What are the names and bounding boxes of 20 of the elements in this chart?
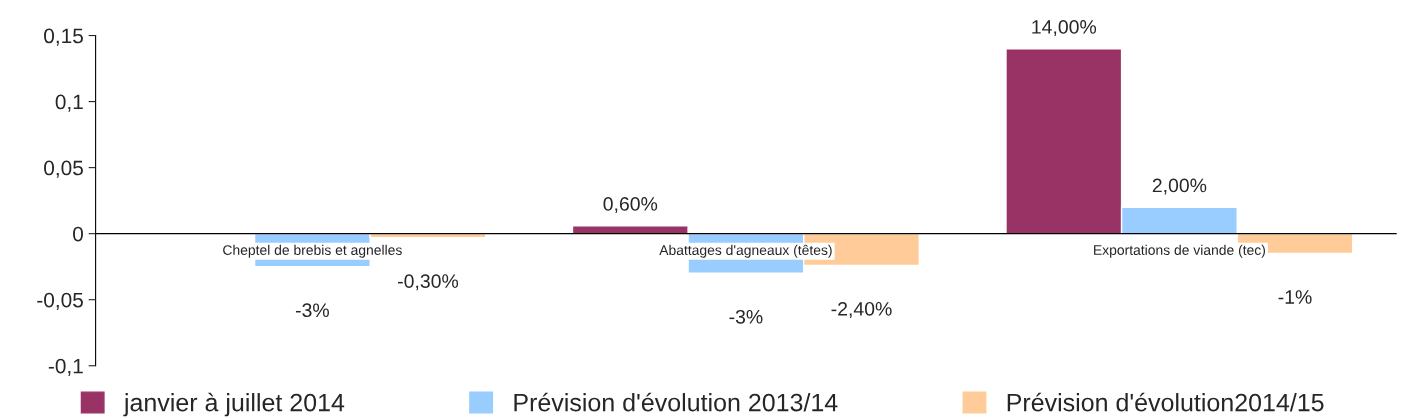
data-label: 2,00% (1152, 178, 1207, 195)
x-tick-label: Abattages d'agneaux (têtes) (659, 244, 832, 258)
y-tick-label: 0 (73, 226, 83, 242)
y-tick-label: 0,15 (44, 28, 83, 46)
data-label: -2,40% (831, 301, 892, 319)
y-tick-label: -0,1 (48, 358, 83, 376)
x-tick-label: Exportations de viande (tec) (1094, 244, 1266, 258)
data-label: 14,00% (1032, 20, 1097, 37)
y-tick-label: 0,1 (55, 94, 83, 112)
x-tick-label: Cheptel de brebis et agnelles (223, 244, 402, 258)
legend-label: Prévision d'évolution2014/15 (1007, 392, 1324, 412)
y-tick-label: 0,05 (44, 160, 83, 178)
legend-label: Prévision d'évolution 2013/14 (514, 392, 838, 412)
y-tick-label: -0,05 (37, 292, 83, 310)
data-label: -3% (295, 303, 329, 318)
data-label: -0,30% (398, 274, 459, 291)
data-label: -3% (729, 309, 763, 324)
data-label: -1% (1278, 290, 1312, 304)
legend-label: janvier à juillet 2014 (123, 392, 345, 417)
data-label: 0,60% (603, 197, 658, 214)
